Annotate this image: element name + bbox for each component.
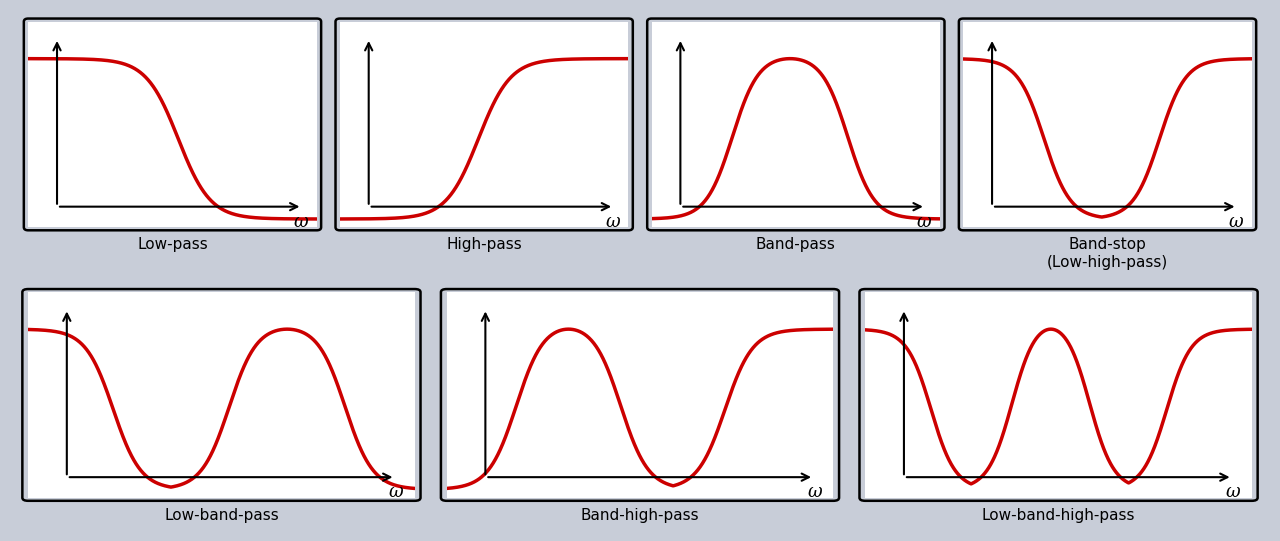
Text: ω: ω xyxy=(1226,483,1240,502)
Text: ω: ω xyxy=(808,483,822,502)
Text: Band-stop
(Low-high-pass): Band-stop (Low-high-pass) xyxy=(1047,237,1169,270)
Text: Low-band-pass: Low-band-pass xyxy=(164,508,279,523)
Text: Band-pass: Band-pass xyxy=(756,237,836,253)
Text: ω: ω xyxy=(293,213,308,231)
Text: ω: ω xyxy=(916,213,932,231)
Text: Low-pass: Low-pass xyxy=(137,237,207,253)
Text: ω: ω xyxy=(389,483,403,502)
Text: Band-high-pass: Band-high-pass xyxy=(581,508,699,523)
Text: ω: ω xyxy=(1229,213,1243,231)
Text: Low-band-high-pass: Low-band-high-pass xyxy=(982,508,1135,523)
Text: ω: ω xyxy=(605,213,620,231)
Text: High-pass: High-pass xyxy=(447,237,522,253)
